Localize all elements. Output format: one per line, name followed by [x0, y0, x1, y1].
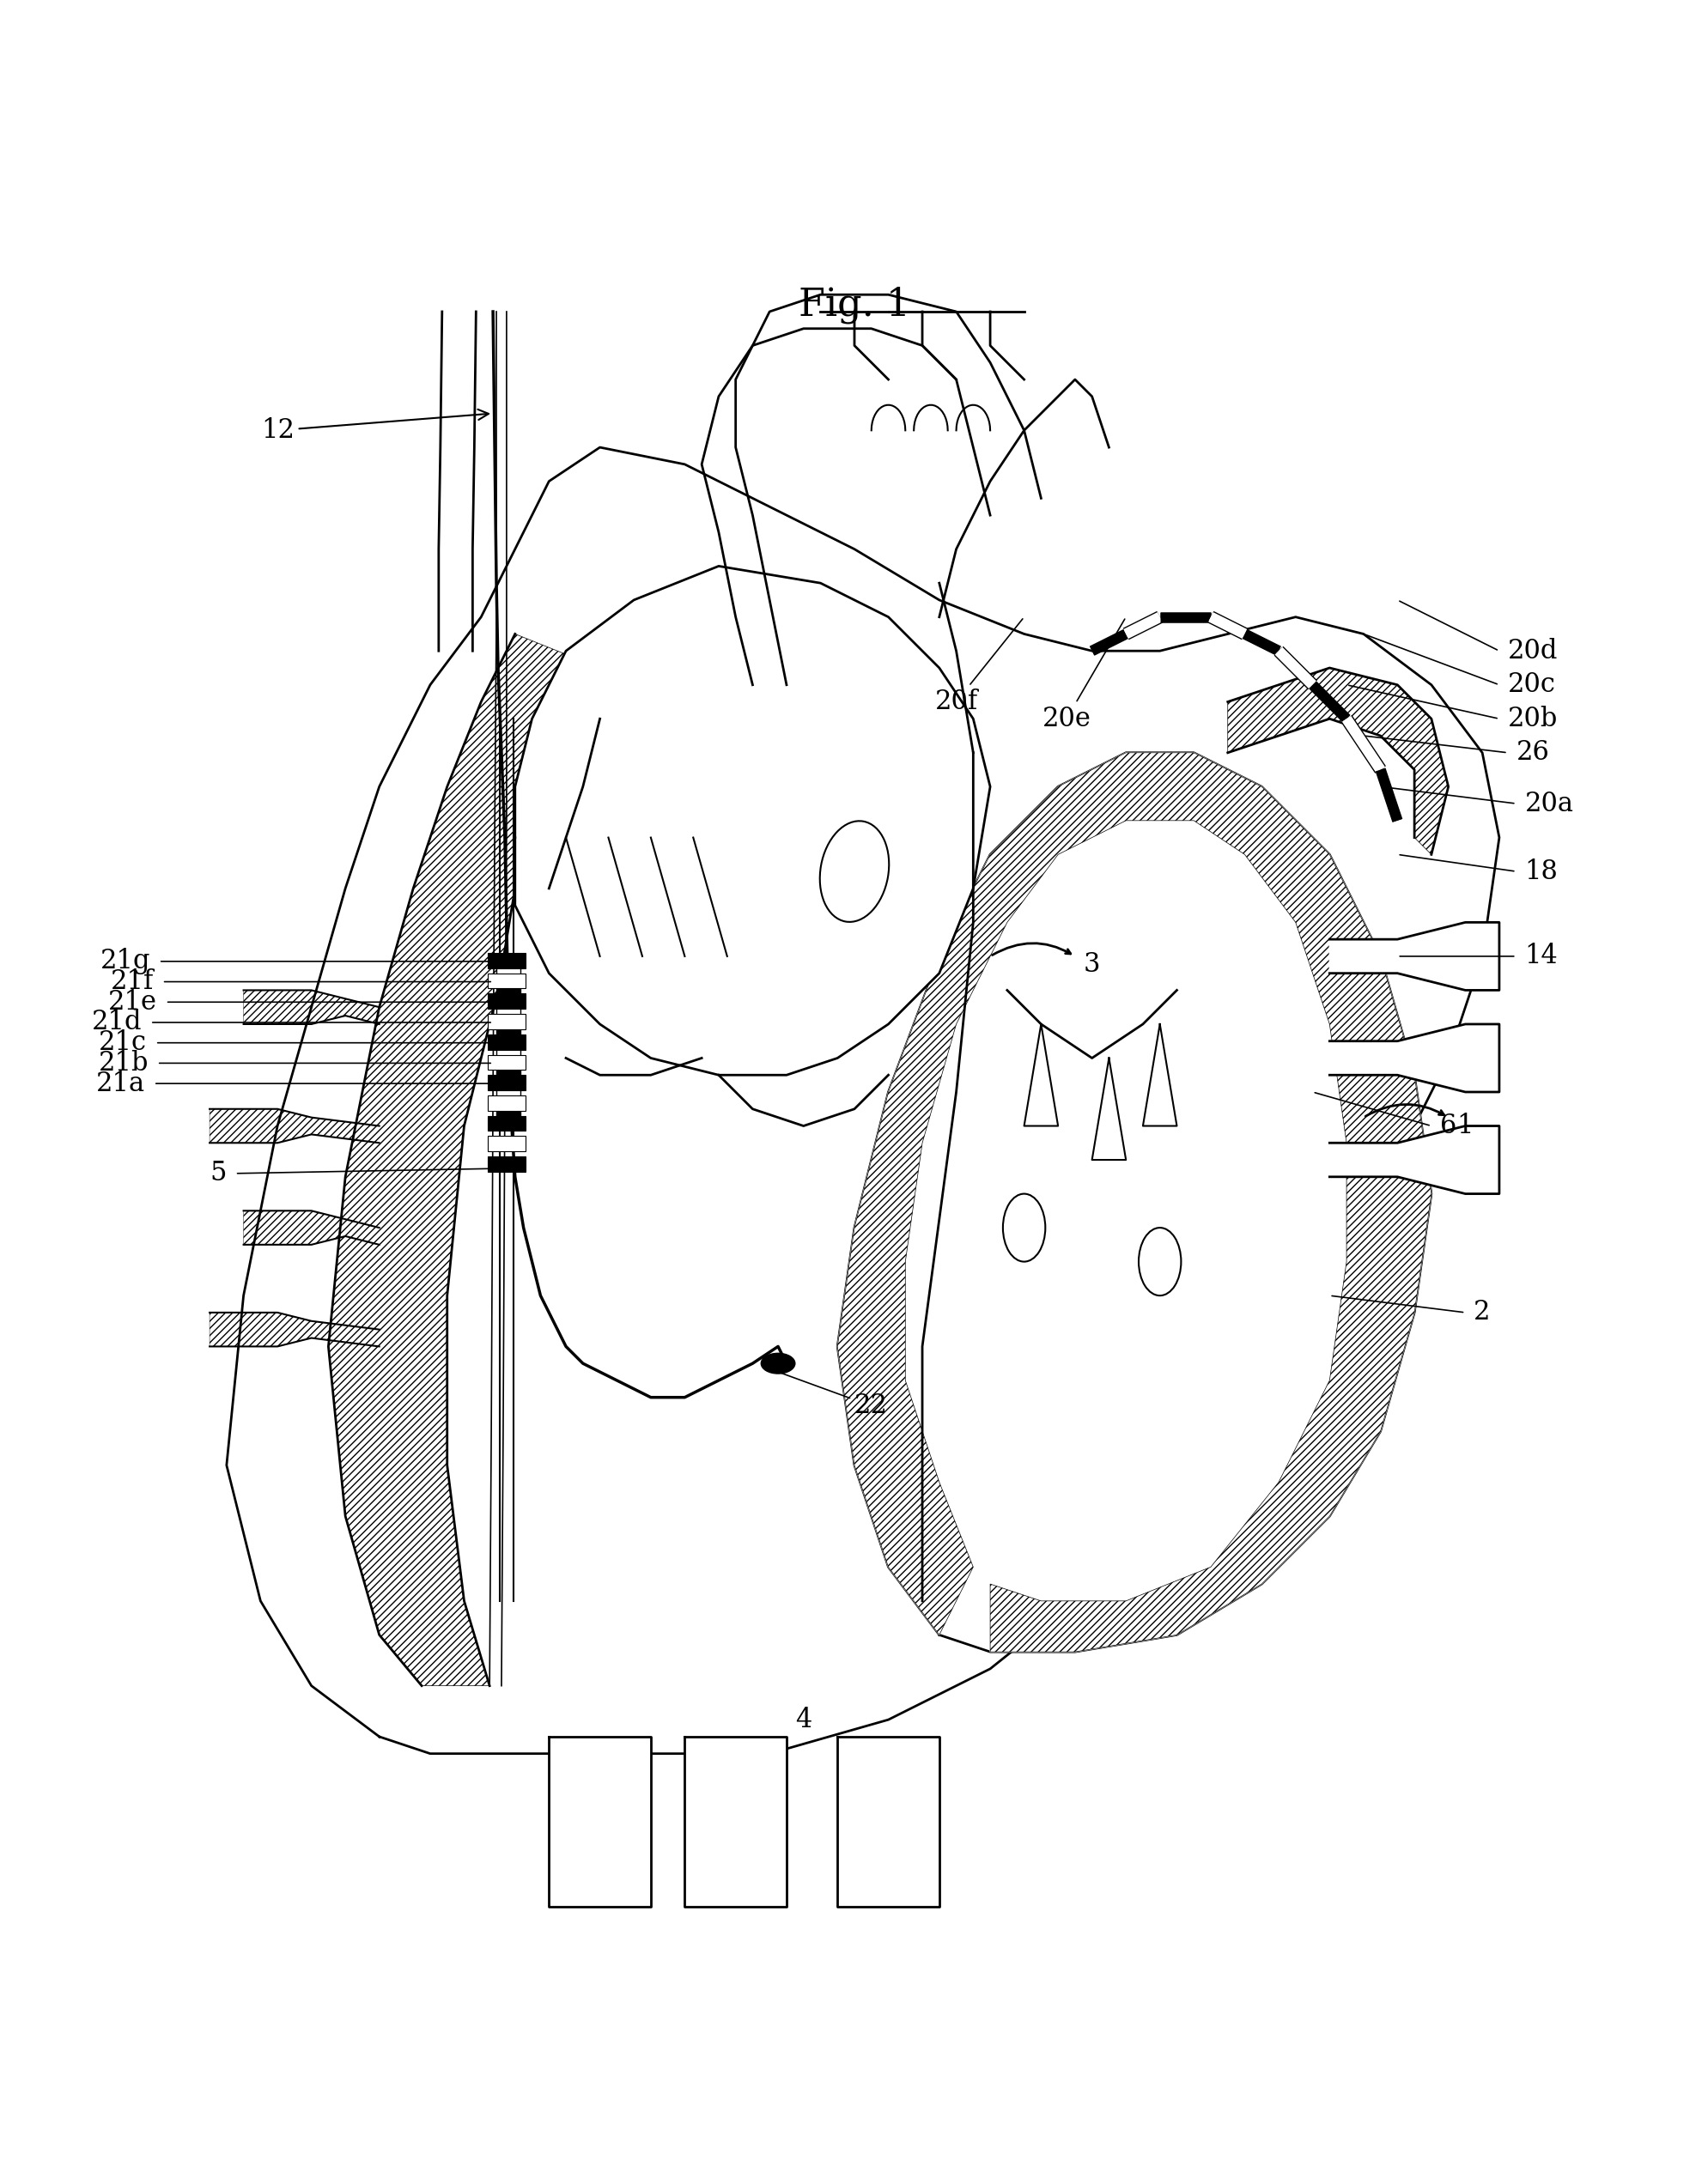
Bar — [488, 1158, 524, 1173]
Text: 12: 12 — [261, 408, 488, 443]
Bar — [488, 1035, 524, 1051]
Bar — [495, 1068, 519, 1085]
Bar — [488, 1136, 524, 1151]
Bar — [495, 1088, 519, 1105]
Bar — [495, 987, 519, 1005]
Text: 1: 1 — [1457, 1112, 1472, 1140]
Text: 4: 4 — [794, 1706, 811, 1732]
Polygon shape — [685, 1736, 786, 1907]
Polygon shape — [1226, 668, 1448, 854]
Bar — [488, 1055, 524, 1070]
Polygon shape — [1329, 1127, 1498, 1195]
Ellipse shape — [1138, 1227, 1180, 1295]
Text: 14: 14 — [1524, 943, 1558, 970]
Text: 21e: 21e — [108, 989, 157, 1016]
Text: 26: 26 — [1515, 740, 1549, 767]
Bar — [488, 1075, 524, 1090]
Text: 21f: 21f — [111, 968, 154, 996]
Text: 5: 5 — [210, 1160, 227, 1186]
Text: 3: 3 — [1083, 952, 1100, 978]
Bar — [495, 1048, 519, 1066]
Bar — [488, 974, 524, 989]
Bar — [495, 1026, 519, 1044]
Polygon shape — [548, 1736, 651, 1907]
Text: 20d: 20d — [1506, 638, 1558, 664]
Text: 18: 18 — [1524, 858, 1558, 885]
Polygon shape — [1329, 1024, 1498, 1092]
Text: 6: 6 — [1440, 1112, 1455, 1140]
Bar — [488, 1096, 524, 1112]
Text: 21b: 21b — [99, 1051, 149, 1077]
Polygon shape — [837, 753, 1431, 1651]
Text: 21c: 21c — [99, 1029, 147, 1057]
Text: 20e: 20e — [1042, 618, 1124, 732]
Ellipse shape — [1003, 1195, 1045, 1262]
Text: 2: 2 — [1472, 1299, 1489, 1326]
Text: 21d: 21d — [92, 1009, 142, 1035]
Bar — [488, 1013, 524, 1029]
Text: 22: 22 — [781, 1374, 888, 1420]
Text: 20a: 20a — [1524, 791, 1573, 817]
Polygon shape — [514, 566, 989, 1075]
Text: Fig. 1: Fig. 1 — [798, 286, 910, 323]
Polygon shape — [837, 753, 1431, 1651]
Bar — [495, 1007, 519, 1024]
Text: 21g: 21g — [99, 948, 150, 974]
Text: 20b: 20b — [1506, 705, 1558, 732]
Polygon shape — [837, 1736, 939, 1907]
Text: 21a: 21a — [96, 1070, 145, 1096]
Bar — [488, 1116, 524, 1131]
Text: 20f: 20f — [934, 618, 1021, 714]
Ellipse shape — [820, 821, 888, 922]
Ellipse shape — [760, 1354, 794, 1374]
Bar — [495, 1109, 519, 1127]
Bar — [488, 952, 524, 968]
Text: 20c: 20c — [1506, 670, 1554, 699]
Bar — [495, 968, 519, 983]
Polygon shape — [1329, 922, 1498, 989]
Bar — [488, 994, 524, 1009]
Polygon shape — [328, 633, 600, 1686]
